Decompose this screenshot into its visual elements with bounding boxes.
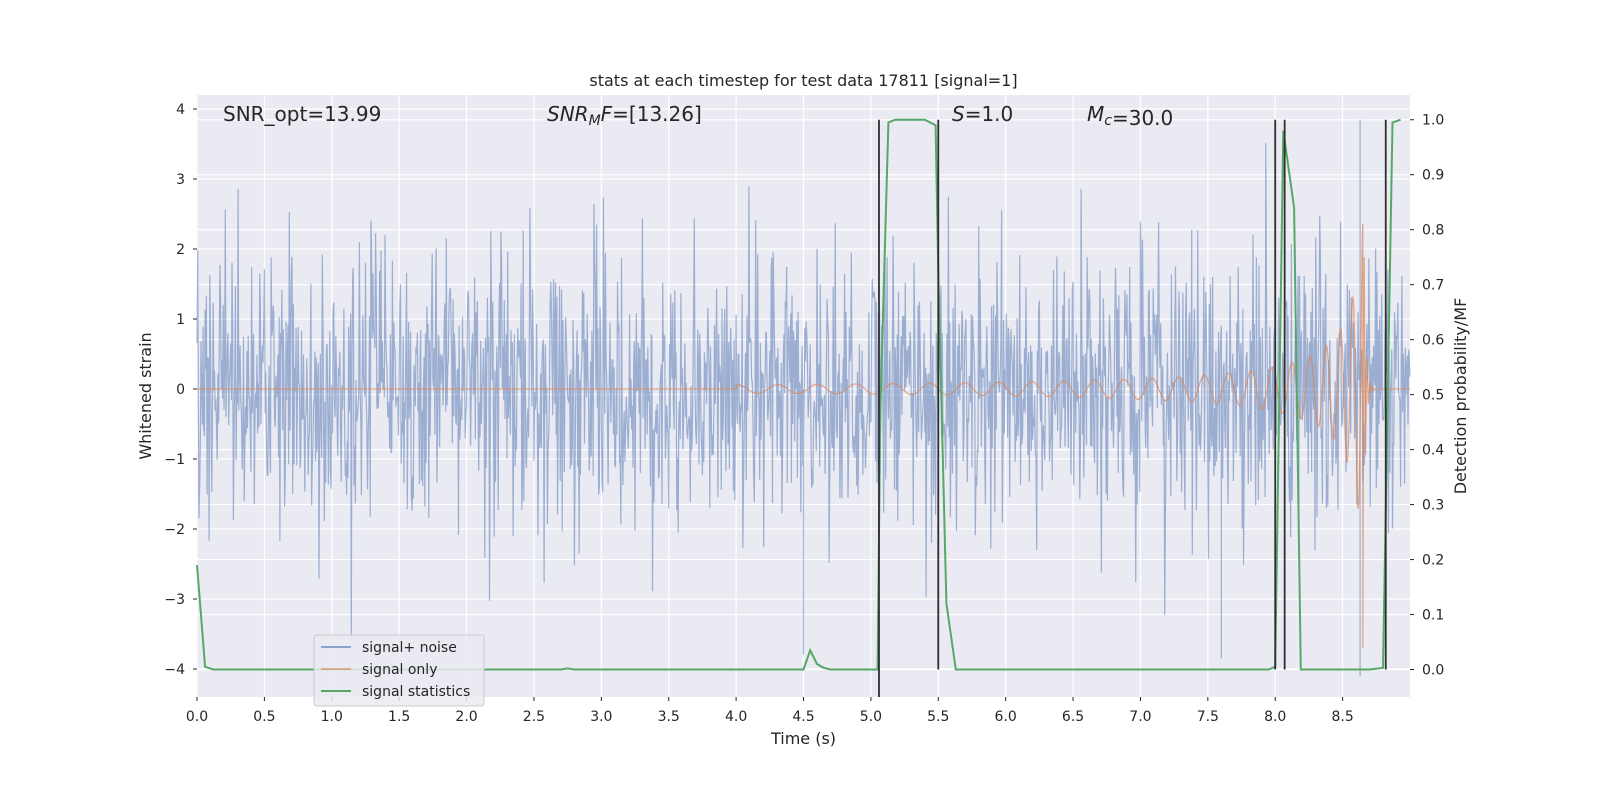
annotation-layer: SNR_opt=13.99 SNRMF=[13.26] S=1.0 Mc=30.0 (223, 102, 1173, 130)
x-tick-label-10: 5.0 (860, 709, 882, 725)
y2-tick-label-4: 0.6 (1422, 333, 1444, 349)
legend-frame (313, 634, 485, 707)
y-tick-label-4: 0 (176, 382, 185, 398)
noise-layer (196, 119, 1411, 676)
series-signal-noise (196, 119, 1411, 676)
legend: signal+ noise signal only signal statistic… (313, 634, 485, 707)
x-tick-label-5: 2.5 (523, 709, 545, 725)
x-tick-label-14: 7.0 (1129, 709, 1151, 725)
y2-tick-label-9: 0.1 (1422, 608, 1444, 624)
x-tick-label-16: 8.0 (1264, 709, 1286, 725)
x-tick-label-1: 0.5 (253, 709, 275, 725)
x-axis-label: Time (s) (770, 729, 836, 748)
x-tick-label-9: 4.5 (792, 709, 814, 725)
annotation-mc: Mc=30.0 (1087, 102, 1173, 130)
y-tick-label-3: 1 (176, 312, 185, 328)
x-tick-label-17: 8.5 (1331, 709, 1353, 725)
chart-title: stats at each timestep for test data 178… (589, 71, 1017, 90)
x-tick-label-12: 6.0 (995, 709, 1017, 725)
x-tick-label-0: 0.0 (186, 709, 208, 725)
x-tick-label-2: 1.0 (321, 709, 343, 725)
y2-tick-label-1: 0.9 (1422, 168, 1444, 184)
y-tick-label-1: 3 (176, 172, 185, 188)
y2-tick-label-3: 0.7 (1422, 278, 1444, 294)
y2-tick-label-8: 0.2 (1422, 553, 1444, 569)
legend-label-1: signal only (362, 662, 437, 678)
y-tick-label-6: −2 (164, 522, 185, 538)
vline-layer (878, 119, 1387, 697)
tick-layer: 0.0 0.5 1.0 1.5 2.0 2.5 3.0 3.5 4.0 4.5 5.0 5.5 6.0 6… (164, 102, 1444, 725)
annotation-snr-mf: SNRMF=[13.26] (547, 102, 702, 129)
x-tick-label-6: 3.0 (590, 709, 612, 725)
y2-tick-label-5: 0.5 (1422, 388, 1444, 404)
y2-tick-label-6: 0.4 (1422, 443, 1444, 459)
y-tick-label-2: 2 (176, 242, 185, 258)
y-axis-label: Whitened strain (136, 332, 155, 459)
y2-tick-label-10: 0.0 (1422, 663, 1444, 679)
signal-layer (197, 223, 1411, 649)
x-tick-label-7: 3.5 (658, 709, 680, 725)
y2-tick-label-2: 0.8 (1422, 223, 1444, 239)
y-tick-label-5: −1 (164, 452, 185, 468)
y2-axis-label: Detection probability/MF (1451, 298, 1470, 495)
annotation-snr-opt: SNR_opt=13.99 (223, 102, 381, 126)
legend-label-0: signal+ noise (362, 640, 457, 656)
x-tick-label-11: 5.5 (927, 709, 949, 725)
y2-tick-label-0: 1.0 (1422, 113, 1444, 129)
stat-layer (196, 118, 1401, 671)
y-tick-label-7: −3 (164, 592, 185, 608)
x-tick-label-15: 7.5 (1197, 709, 1219, 725)
y-tick-label-8: −4 (164, 662, 185, 678)
y-tick-label-0: 4 (176, 102, 185, 118)
x-tick-label-4: 2.0 (455, 709, 477, 725)
x-tick-label-3: 1.5 (388, 709, 410, 725)
annotation-s: S=1.0 (952, 102, 1013, 126)
y2-tick-label-7: 0.3 (1422, 498, 1444, 514)
x-tick-label-13: 6.5 (1062, 709, 1084, 725)
series-signal-only (197, 223, 1411, 649)
x-tick-label-8: 4.0 (725, 709, 747, 725)
legend-label-2: signal statistics (362, 684, 470, 700)
series-signal-statistics (196, 118, 1401, 671)
